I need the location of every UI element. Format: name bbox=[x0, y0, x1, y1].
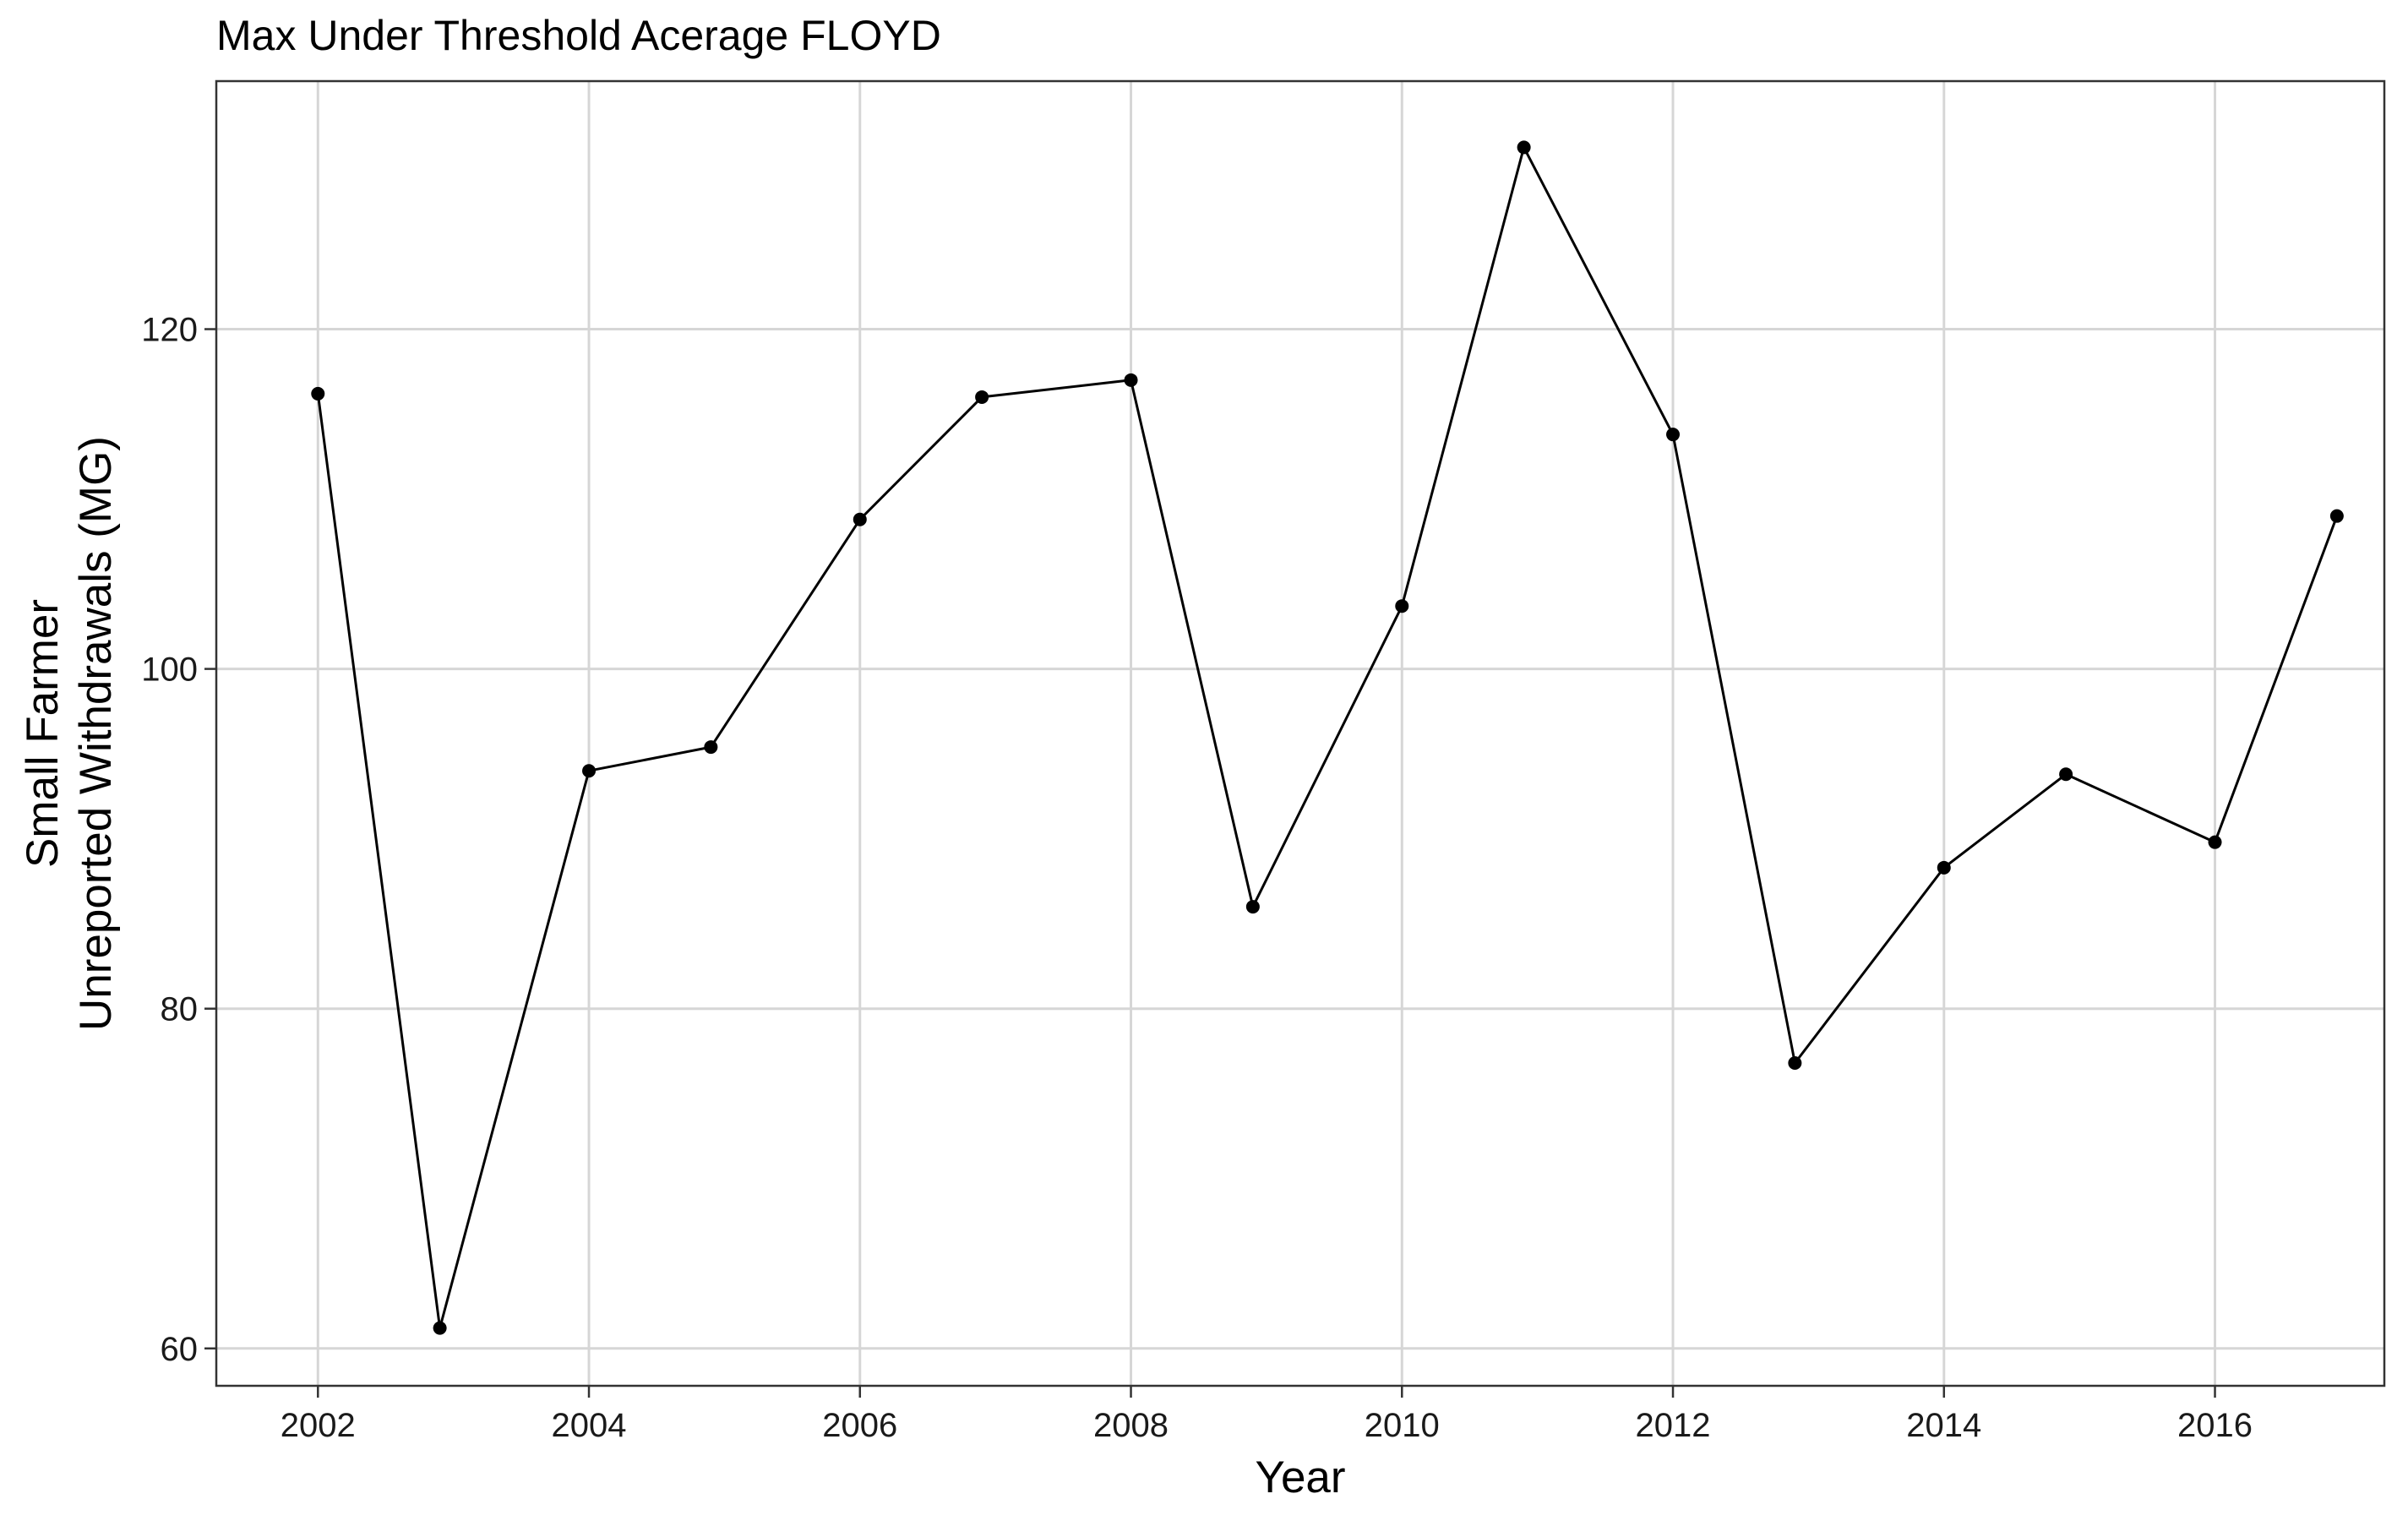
data-point bbox=[1666, 428, 1681, 442]
x-tick-label-2002: 2002 bbox=[281, 1407, 356, 1444]
vertical-gridlines bbox=[316, 81, 2217, 1386]
horizontal-gridlines bbox=[216, 328, 2384, 1350]
data-point bbox=[311, 386, 325, 401]
y-axis-title-line-2: Unreported Withdrawals (MG) bbox=[71, 436, 121, 1031]
x-axis-title: Year bbox=[1255, 1453, 1345, 1502]
grid bbox=[216, 81, 2384, 1386]
data-point bbox=[1517, 140, 1531, 155]
data-point bbox=[2059, 767, 2073, 782]
series-line bbox=[316, 145, 2339, 1330]
data-point bbox=[1788, 1056, 1802, 1071]
data-point bbox=[1395, 599, 1409, 613]
y-tick-label-60: 60 bbox=[161, 1331, 199, 1368]
y-axis-ticks bbox=[204, 328, 216, 1350]
y-tick-label-100: 100 bbox=[141, 651, 198, 689]
x-tick-label-2014: 2014 bbox=[1906, 1407, 1981, 1444]
y-tick-label-120: 120 bbox=[141, 312, 198, 349]
data-point bbox=[2208, 835, 2222, 849]
data-point bbox=[975, 390, 989, 404]
y-axis-title: Small Farmer Unreported Withdrawals (MG) bbox=[18, 436, 121, 1031]
data-point bbox=[853, 512, 867, 526]
y-axis-title-line-1: Small Farmer bbox=[18, 599, 68, 868]
data-points bbox=[311, 140, 2344, 1335]
chart-title: Max Under Threshold Acerage FLOYD bbox=[216, 12, 941, 59]
panel-border bbox=[215, 79, 2386, 1387]
data-point bbox=[1124, 373, 1138, 387]
x-tick-label-2016: 2016 bbox=[2177, 1407, 2253, 1444]
x-tick-label-2012: 2012 bbox=[1636, 1407, 1711, 1444]
data-point bbox=[1937, 860, 1951, 875]
x-axis-tick-labels: 2002 2004 2006 2008 2010 2012 2014 2016 bbox=[281, 1407, 2253, 1444]
data-point bbox=[582, 764, 597, 778]
x-tick-label-2010: 2010 bbox=[1365, 1407, 1440, 1444]
y-tick-label-80: 80 bbox=[161, 991, 199, 1028]
data-point bbox=[2329, 509, 2344, 523]
x-tick-label-2008: 2008 bbox=[1093, 1407, 1169, 1444]
y-axis-tick-labels: 60 80 100 120 bbox=[141, 312, 198, 1368]
x-tick-label-2006: 2006 bbox=[822, 1407, 897, 1444]
data-point bbox=[704, 740, 718, 755]
data-point bbox=[433, 1321, 447, 1335]
data-point bbox=[1245, 900, 1260, 914]
x-tick-label-2004: 2004 bbox=[552, 1407, 627, 1444]
x-axis-ticks bbox=[317, 1386, 2216, 1398]
